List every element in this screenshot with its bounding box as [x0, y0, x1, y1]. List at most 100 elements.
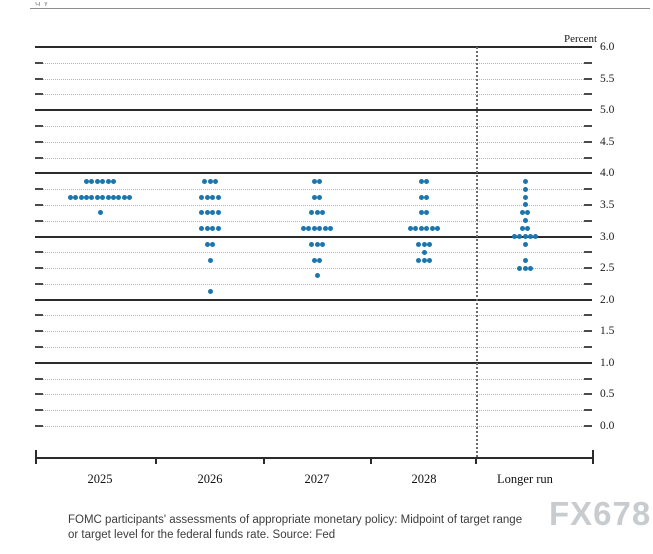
y-gridline-dotted	[35, 220, 592, 222]
rate-dot	[212, 178, 218, 184]
y-axis-tick-label: 6.0	[600, 41, 615, 53]
y-edge-dash-right	[584, 77, 592, 80]
rate-dot	[94, 178, 100, 184]
y-edge-dash-left	[35, 393, 43, 396]
y-gridline-solid	[35, 235, 592, 238]
rate-dot	[519, 226, 525, 232]
rate-dot	[421, 257, 427, 263]
rate-dot	[429, 226, 435, 232]
y-gridline-solid	[35, 361, 592, 364]
y-edge-dash-left	[35, 156, 43, 159]
y-axis-tick-label: 4.5	[600, 135, 615, 148]
y-edge-dash-left	[35, 219, 43, 222]
y-edge-dash-right	[584, 393, 592, 396]
rate-dot	[522, 257, 528, 263]
y-gridline-dotted	[35, 315, 592, 317]
rate-dot	[517, 234, 523, 239]
rate-dot	[522, 234, 528, 239]
rate-dot	[527, 265, 533, 271]
y-edge-dash-left	[35, 377, 43, 380]
rate-dot	[111, 178, 116, 184]
rate-dot	[301, 226, 306, 232]
y-axis-tick-label: 3.5	[600, 198, 615, 211]
y-edge-dash-left	[35, 61, 43, 64]
rate-dot	[522, 241, 528, 247]
y-edge-dash-left	[35, 346, 43, 349]
y-edge-dash-left	[35, 124, 43, 127]
y-gridline-dotted	[35, 331, 592, 333]
top-divider	[30, 8, 650, 9]
rate-dot	[89, 194, 95, 200]
rate-dot	[67, 194, 73, 200]
rate-dot	[210, 226, 216, 232]
y-axis-unit-label: Percent	[564, 33, 597, 45]
rate-dot	[311, 194, 317, 200]
rate-dot	[210, 210, 216, 216]
y-edge-dash-left	[35, 251, 43, 254]
y-gridline-solid	[35, 109, 592, 112]
rate-dot	[522, 178, 528, 184]
rate-dot	[210, 241, 216, 247]
y-edge-dash-left	[35, 330, 43, 333]
rate-dot	[105, 194, 111, 200]
x-axis-tick	[592, 450, 594, 464]
rate-dot	[424, 194, 430, 200]
y-edge-dash-left	[35, 140, 43, 143]
y-edge-dash-right	[584, 140, 592, 143]
y-axis-tick-label: 2.0	[600, 293, 615, 306]
rate-dot	[421, 249, 427, 255]
rate-dot	[204, 194, 210, 200]
rate-dot	[207, 257, 213, 263]
y-gridline-dotted	[35, 62, 592, 64]
rate-dot	[424, 210, 430, 216]
rate-dot	[317, 194, 323, 200]
chart-caption: FOMC participants' assessments of approp…	[68, 513, 608, 543]
x-axis-category-label: 2025	[87, 472, 113, 486]
x-axis-category-label: 2027	[304, 472, 330, 486]
rate-dot	[111, 194, 116, 200]
y-edge-dash-right	[584, 188, 592, 191]
x-axis-tick	[370, 457, 372, 464]
rate-dot	[527, 234, 533, 239]
y-gridline-dotted	[35, 189, 592, 191]
rate-dot	[215, 226, 221, 232]
y-axis-tick-label: 2.5	[600, 262, 615, 275]
rate-dot	[418, 226, 424, 232]
y-gridline-dotted	[35, 94, 592, 96]
y-edge-dash-right	[584, 346, 592, 349]
rate-dot	[84, 178, 89, 184]
y-edge-dash-right	[584, 282, 592, 285]
rate-dot	[319, 210, 325, 216]
cropped-text-fragment: g y	[35, 2, 49, 6]
rate-dot	[317, 178, 323, 184]
watermark: FX678	[549, 495, 652, 532]
rate-dot	[522, 265, 528, 271]
rate-dot	[418, 194, 424, 200]
rate-dot	[416, 241, 422, 247]
y-edge-dash-left	[35, 77, 43, 80]
rate-dot	[311, 226, 317, 232]
x-axis-line	[35, 457, 592, 459]
caption-line-1: FOMC participants' assessments of approp…	[68, 514, 523, 526]
y-edge-dash-right	[584, 267, 592, 270]
y-gridline-dotted	[35, 410, 592, 412]
rate-dot	[314, 210, 320, 216]
y-gridline-dotted	[35, 141, 592, 143]
y-gridline-dotted	[35, 378, 592, 380]
y-edge-dash-right	[584, 124, 592, 127]
rate-dot	[116, 194, 122, 200]
rate-dot	[408, 226, 413, 232]
rate-dot	[418, 178, 424, 184]
x-axis-tick	[475, 457, 477, 464]
y-axis-tick-label: 5.0	[600, 104, 615, 117]
rate-dot	[424, 226, 430, 232]
meeting-separator-line	[476, 47, 478, 457]
x-axis-category-label: 2028	[411, 472, 437, 486]
y-gridline-dotted	[35, 252, 592, 254]
rate-dot	[199, 210, 205, 216]
y-gridline-dotted	[35, 268, 592, 270]
rate-dot	[519, 210, 525, 216]
y-gridline-dotted	[35, 426, 592, 427]
y-edge-dash-left	[35, 425, 43, 427]
